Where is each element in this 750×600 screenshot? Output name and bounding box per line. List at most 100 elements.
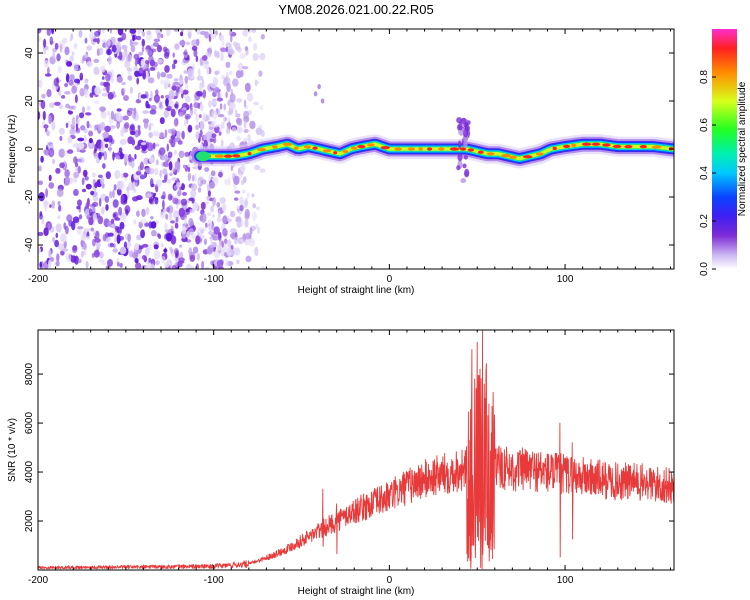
noise-blob	[98, 259, 105, 263]
noise-blob	[54, 239, 59, 248]
noise-blob	[86, 106, 91, 111]
noise-blob	[216, 201, 221, 208]
snr-frame	[37, 329, 675, 571]
noise-blob	[173, 78, 179, 82]
noise-blob	[150, 221, 157, 229]
noise-blob	[165, 232, 173, 242]
noise-blob	[211, 133, 217, 139]
noise-blob	[62, 248, 68, 252]
spectrogram-x-tick-label: 0	[387, 274, 393, 285]
noise-blob	[160, 243, 164, 248]
noise-blob	[177, 260, 185, 264]
noise-blob	[47, 223, 51, 231]
noise-blob	[160, 78, 165, 85]
noise-blob	[122, 172, 129, 178]
noise-blob	[59, 127, 65, 135]
noise-blob	[97, 174, 103, 178]
noise-blob	[85, 260, 89, 269]
noise-blob	[48, 147, 55, 158]
noise-blob	[208, 231, 214, 235]
noise-blob	[83, 169, 88, 178]
noise-blob	[195, 263, 199, 269]
noise-blob	[182, 191, 187, 196]
noise-blob	[183, 51, 188, 55]
noise-blob	[245, 197, 248, 206]
noise-blob	[134, 243, 140, 251]
noise-blob	[109, 36, 116, 46]
noise-blob	[185, 81, 189, 91]
noise-blob	[169, 172, 173, 177]
noise-blob	[126, 67, 133, 72]
noise-blob	[171, 63, 176, 70]
noise-blob	[100, 139, 105, 150]
noise-blob	[165, 213, 169, 220]
noise-blob	[227, 110, 232, 116]
noise-blob	[171, 264, 177, 269]
noise-blob	[210, 205, 215, 213]
noise-blob	[246, 92, 253, 102]
noise-blob	[77, 226, 84, 230]
noise-blob	[81, 241, 86, 250]
feature-blob	[458, 140, 462, 150]
noise-blob	[137, 253, 143, 260]
noise-blob	[54, 101, 61, 106]
noise-blob	[236, 98, 243, 103]
noise-blob	[224, 178, 228, 186]
noise-blob	[220, 47, 227, 53]
noise-blob	[235, 113, 241, 118]
noise-blob	[230, 210, 236, 218]
noise-blob	[175, 250, 179, 257]
noise-blob	[160, 72, 167, 78]
snr-series-line	[38, 330, 674, 570]
noise-blob	[202, 112, 207, 122]
noise-blob	[180, 198, 188, 206]
noise-blob	[134, 257, 139, 264]
noise-blob	[249, 120, 256, 130]
noise-blob	[188, 197, 194, 202]
feature-blob	[457, 153, 463, 162]
ridge-hotspot	[214, 154, 224, 158]
noise-blob	[187, 124, 193, 133]
ridge-hotspot	[407, 147, 416, 151]
snr-y-tick-label: 8000	[24, 363, 35, 386]
noise-blob	[256, 206, 260, 211]
snr-x-tick-label: 100	[557, 575, 574, 586]
noise-blob	[58, 204, 62, 212]
noise-blob	[131, 181, 136, 191]
noise-blob	[214, 50, 217, 58]
noise-blob	[195, 114, 199, 123]
noise-blob	[117, 151, 122, 156]
noise-blob	[157, 71, 160, 80]
noise-blob	[253, 101, 260, 106]
noise-blob	[78, 214, 83, 220]
noise-blob	[145, 167, 151, 174]
noise-blob	[227, 218, 233, 223]
noise-blob	[234, 78, 239, 83]
noise-blob	[84, 53, 88, 58]
noise-blob	[94, 182, 98, 189]
noise-blob	[181, 225, 187, 235]
noise-blob	[99, 197, 102, 207]
noise-blob	[78, 258, 82, 264]
noise-blob	[123, 241, 128, 249]
noise-blob	[58, 104, 64, 110]
noise-blob	[55, 167, 61, 174]
noise-blob	[38, 29, 42, 34]
noise-blob	[126, 186, 130, 193]
noise-blob	[99, 251, 104, 259]
noise-blob	[64, 169, 70, 178]
noise-blob	[69, 55, 74, 62]
noise-blob	[176, 182, 182, 188]
noise-blob	[141, 31, 145, 37]
noise-blob	[73, 78, 81, 84]
noise-blob	[110, 76, 114, 83]
noise-blob	[117, 261, 120, 267]
noise-blob	[93, 152, 99, 160]
noise-blob	[243, 120, 247, 129]
noise-blob	[173, 59, 178, 65]
noise-blob	[100, 65, 106, 73]
noise-blob	[107, 259, 113, 267]
noise-blob	[60, 233, 67, 243]
colorbar-label: Normalized spectral amplitude	[737, 81, 748, 216]
noise-blob	[202, 55, 208, 61]
